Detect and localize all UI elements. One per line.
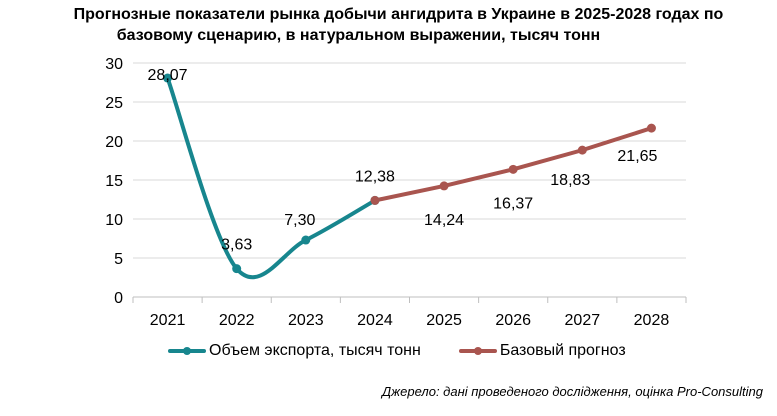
data-label: 7,30 <box>284 212 315 229</box>
data-label: 21,65 <box>617 148 657 165</box>
series-line-0 <box>165 76 377 279</box>
legend-swatch-forecast <box>458 347 497 355</box>
legend-label-forecast: Базовый прогноз <box>499 342 626 359</box>
data-point <box>370 195 380 205</box>
axes <box>132 296 687 303</box>
y-tick-label: 20 <box>105 134 123 151</box>
x-tick-label: 2022 <box>219 312 255 329</box>
x-axis-ticks: 2021 2022 2023 2024 2025 2026 2027 2028 <box>150 312 670 329</box>
chart-title: Прогнозные показатели рынка добычи ангид… <box>0 4 777 46</box>
data-label: 3,63 <box>221 237 252 254</box>
chart-title-line-1: Прогнозные показатели рынка добычи ангид… <box>73 6 724 23</box>
data-label: 12,38 <box>355 168 395 185</box>
x-tick-label: 2025 <box>426 312 462 329</box>
y-tick-label: 0 <box>114 290 123 307</box>
data-point <box>508 164 518 174</box>
data-point <box>301 235 311 245</box>
data-labels: 28,07 3,63 7,30 12,38 14,24 16,37 18,83 21,65 <box>148 67 658 254</box>
legend-swatch-export <box>168 347 206 355</box>
series-line-1 <box>372 126 654 203</box>
y-tick-label: 30 <box>105 56 123 73</box>
legend: Объем экспорта, тысяч тонн Базовый прогн… <box>168 342 626 360</box>
x-tick-label: 2024 <box>357 312 393 329</box>
source-note: Джерело: дані проведеного дослідження, о… <box>382 384 763 399</box>
data-label: 18,83 <box>550 172 590 189</box>
data-label: 14,24 <box>424 212 464 229</box>
gridlines <box>133 62 686 259</box>
y-tick-label: 10 <box>105 212 123 229</box>
legend-item-forecast: Базовый прогноз <box>458 342 626 360</box>
x-tick-label: 2026 <box>495 312 531 329</box>
x-tick-label: 2021 <box>150 312 186 329</box>
data-point <box>646 123 656 133</box>
y-tick-label: 25 <box>105 95 123 112</box>
y-tick-label: 15 <box>105 173 123 190</box>
data-label: 28,07 <box>148 67 188 84</box>
data-label: 16,37 <box>493 195 533 212</box>
chart-title-line-2: базовому сценарию, в натуральном выражен… <box>116 27 601 44</box>
data-point <box>163 73 173 83</box>
data-point <box>232 264 242 274</box>
data-point <box>439 181 449 191</box>
legend-item-export: Объем экспорта, тысяч тонн <box>168 342 421 360</box>
y-tick-label: 5 <box>114 251 123 268</box>
data-point <box>577 145 587 155</box>
legend-label-export: Объем экспорта, тысяч тонн <box>209 342 421 359</box>
x-tick-label: 2027 <box>565 312 601 329</box>
series-markers <box>163 73 656 274</box>
x-tick-label: 2028 <box>634 312 670 329</box>
y-axis-ticks: 0 5 10 15 20 25 30 <box>105 56 123 307</box>
x-tick-label: 2023 <box>288 312 324 329</box>
